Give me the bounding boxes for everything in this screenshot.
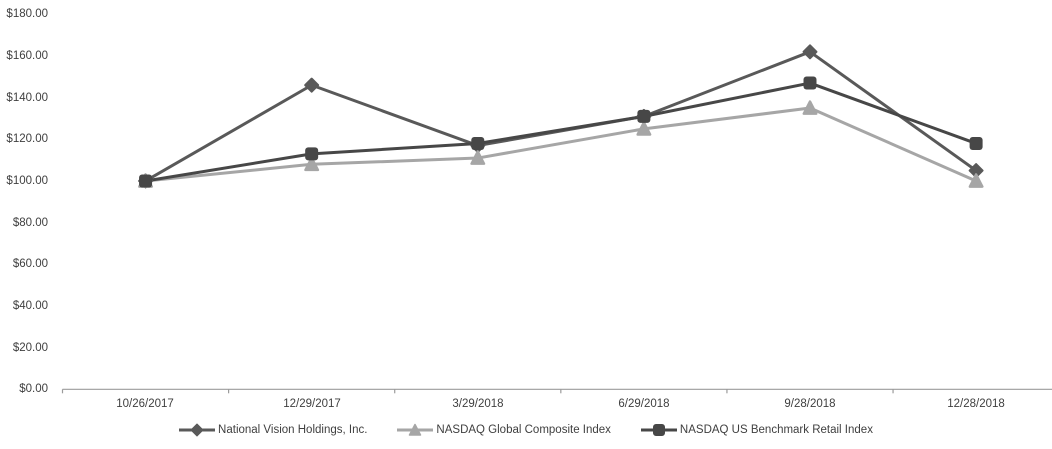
y-axis-tick-label: $120.00 (6, 133, 48, 145)
legend-label: NASDAQ US Benchmark Retail Index (679, 424, 873, 436)
y-axis-tick-label: $0.00 (19, 383, 48, 395)
x-axis-tick-label: 9/28/2018 (784, 398, 836, 410)
y-axis-tick-label: $140.00 (6, 92, 48, 104)
x-axis-tick-label: 12/28/2018 (947, 398, 1005, 410)
square-marker-icon (640, 424, 677, 436)
y-axis-tick-label: $180.00 (6, 8, 48, 20)
y-axis-tick-label: $160.00 (6, 50, 48, 62)
x-axis-tick-label: 6/29/2018 (618, 398, 670, 410)
x-axis-tick-label: 3/29/2018 (452, 398, 504, 410)
diamond-marker-icon (179, 423, 216, 437)
y-axis-tick-label: $40.00 (12, 300, 48, 312)
triangle-marker-icon (397, 423, 434, 436)
y-axis-tick-label: $100.00 (6, 175, 48, 187)
x-axis-tick-label: 12/29/2017 (283, 398, 341, 410)
y-axis-tick-label: $60.00 (12, 258, 48, 270)
y-axis-tick-label: $80.00 (12, 217, 48, 229)
legend-label: NASDAQ Global Composite Index (436, 424, 611, 436)
chart-legend: National Vision Holdings, Inc. NASDAQ Gl… (0, 423, 1052, 437)
y-axis-tick-label: $20.00 (12, 342, 48, 354)
legend-item-nasdaq-composite: NASDAQ Global Composite Index (397, 423, 611, 437)
legend-item-national-vision: National Vision Holdings, Inc. (179, 423, 367, 437)
legend-label: National Vision Holdings, Inc. (218, 424, 368, 436)
x-axis-tick-label: 10/26/2017 (116, 398, 174, 410)
legend-item-nasdaq-retail: NASDAQ US Benchmark Retail Index (640, 423, 873, 437)
